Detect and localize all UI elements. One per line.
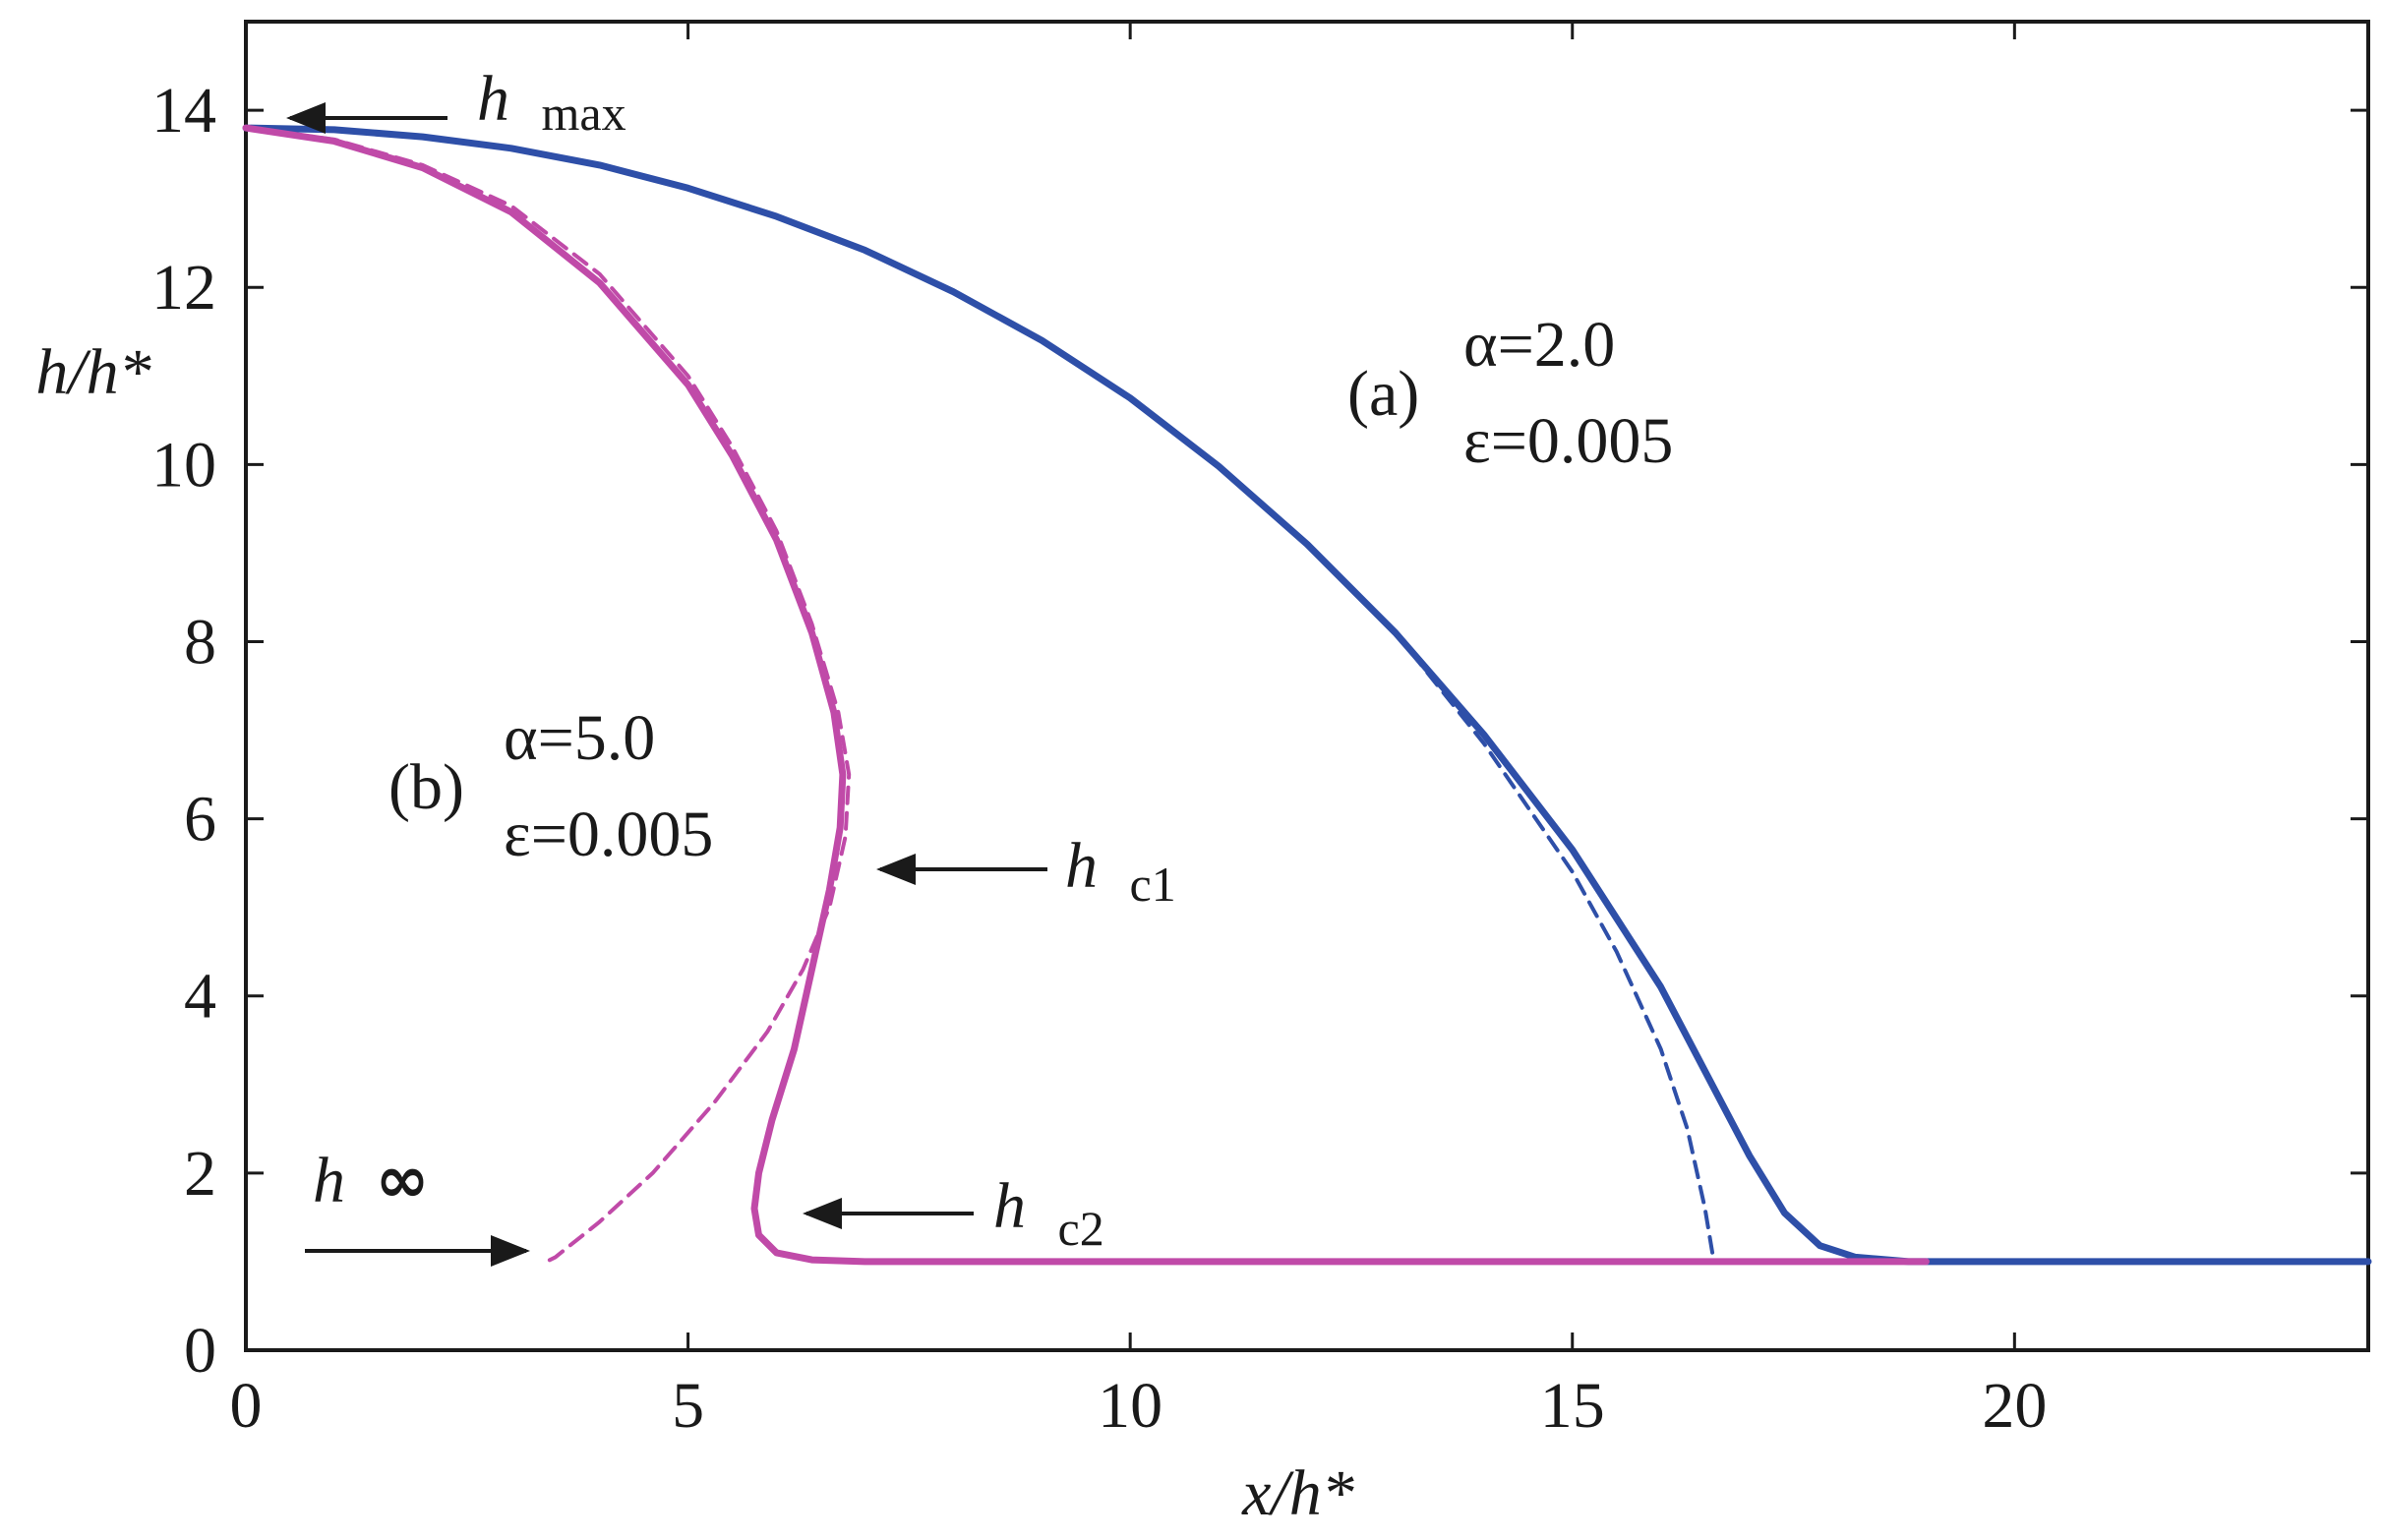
series-a-tag: (a): [1347, 358, 1419, 430]
hinf-label: h ∞: [313, 1142, 429, 1217]
y-tick-label: 8: [184, 606, 216, 678]
series-a-alpha: α=2.0: [1463, 309, 1615, 381]
hinf-h: h: [313, 1145, 345, 1216]
series-b-solid: [242, 124, 1930, 1266]
hmax-label: h max: [477, 63, 626, 141]
hc1-label: h c1: [1065, 830, 1176, 912]
series-b-tag: (b): [388, 751, 464, 823]
ticks: 0 5 10 15 20 0 2 4 6 8 10 12 14: [151, 22, 2368, 1442]
hinf-sym: ∞: [376, 1142, 430, 1217]
hmax-h: h: [477, 63, 509, 135]
y-tick-label: 10: [151, 429, 216, 501]
x-axis-label: x/h*: [1241, 1457, 1354, 1529]
series-a-solid: [242, 124, 2372, 1266]
hc2-label: h c2: [993, 1170, 1104, 1256]
y-tick-label: 4: [184, 961, 216, 1033]
y-axis-label: h/h*: [35, 336, 150, 408]
series-b-eps: ε=0.005: [504, 799, 713, 870]
hmax-sub: max: [542, 86, 626, 141]
y-tick-label: 12: [151, 252, 216, 324]
x-tick-label: 20: [1982, 1370, 2047, 1442]
x-tick-label: 15: [1540, 1370, 1605, 1442]
hc1-sub: c1: [1130, 857, 1176, 912]
plot-frame: [244, 20, 2370, 1352]
x-tick-label: 5: [672, 1370, 704, 1442]
series-a-eps: ε=0.005: [1463, 405, 1673, 477]
y-tick-label: 6: [184, 784, 216, 856]
series-layer: [242, 124, 2372, 1266]
x-tick-label: 0: [230, 1370, 263, 1442]
series-b-alpha: α=5.0: [504, 702, 655, 774]
series-b-dashed: [244, 126, 852, 1264]
hc1-h: h: [1065, 830, 1098, 902]
hc2-sub: c2: [1058, 1201, 1104, 1256]
hc2-h: h: [993, 1170, 1026, 1242]
series-a-dashed: [1393, 630, 1716, 1264]
x-tick-label: 10: [1098, 1370, 1162, 1442]
y-tick-label: 0: [184, 1315, 216, 1387]
y-tick-label: 2: [184, 1138, 216, 1210]
y-tick-label: 14: [151, 75, 216, 147]
axes: [244, 20, 2370, 1352]
